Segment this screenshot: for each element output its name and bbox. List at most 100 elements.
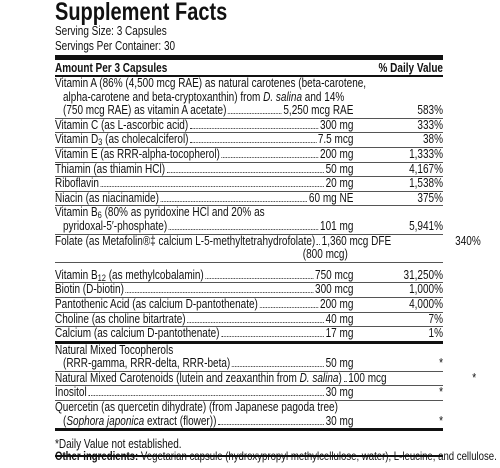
leader: [259, 306, 319, 308]
name-text: Niacin (as niacinamide): [55, 190, 159, 205]
footnote: *Daily Value not established.: [55, 431, 443, 458]
title: Supplement Facts: [55, 0, 228, 26]
nutrient-row: Choline (as choline bitartrate) 40 mg 7%: [55, 311, 443, 328]
name-text: (as methylcobalamin): [105, 267, 204, 282]
other-ingredients-label: Other ingredients:: [55, 449, 139, 463]
daily-value: 1%: [428, 326, 443, 341]
italic-text: D. salina: [263, 89, 303, 104]
amount: 1,360 mcg DFE: [321, 233, 392, 248]
name-text: pyridoxal-5′-phosphate): [63, 218, 168, 233]
daily-value: 583%: [417, 103, 443, 118]
row-line: Thiamin (as thiamin HCl) 50 mg 4,167%: [55, 161, 443, 177]
daily-value: 5,941%: [409, 218, 443, 233]
amount: 40 mg: [325, 311, 354, 326]
row-line: alpha-carotene and beta-cryptoxanthin) f…: [55, 89, 443, 105]
nutrient-name: (Sophora japonica extract (flower)): [63, 413, 216, 429]
leader: [221, 336, 324, 338]
amount: 200 mg: [320, 146, 354, 161]
nutrient-name: Vitamin E (as RRR-alpha-tocopherol): [55, 146, 220, 162]
nutrient-name: Vitamin D3 (as cholecalciferol): [55, 133, 189, 147]
serving-size: Serving Size: 3 Capsules: [55, 24, 167, 38]
nutrient-name: (750 mcg RAE) as vitamin A acetate): [63, 103, 227, 118]
name-text: Pantothenic Acid (as calcium D-pantothen…: [55, 296, 258, 311]
amount: 17 mg: [325, 326, 354, 341]
amount: 300 mcg: [315, 282, 354, 297]
row-line: Vitamin D3 (as cholecalciferol) 7.5 mcg 38…: [55, 133, 443, 147]
daily-value: 1,538%: [409, 176, 443, 191]
daily-value: *: [439, 385, 443, 400]
nutrient-row: Biotin (D-biotin) 300 mcg 1,000%: [55, 283, 443, 298]
leader: [218, 423, 324, 425]
leader: [343, 380, 347, 382]
daily-value-header: % Daily Value: [378, 61, 443, 75]
name-text: Natural Mixed Carotenoids (lutein and ze…: [55, 370, 300, 385]
name-text: ): [338, 370, 342, 385]
leader: [228, 113, 282, 115]
name-text: Vitamin B: [55, 267, 98, 282]
row-line: Vitamin E (as RRR-alpha-tocopherol) 200 m…: [55, 146, 443, 162]
leader: [205, 277, 314, 279]
row-line: Natural Mixed Tocopherols: [55, 342, 443, 358]
name-text: Quercetin (as quercetin dihydrate) (from…: [55, 400, 338, 415]
nutrient-row: Vitamin B12 (as methylcobalamin) 750 mcg 3…: [55, 267, 443, 284]
nutrient-name: Niacin (as niacinamide): [55, 190, 159, 206]
italic-text: Sophora japonica: [66, 413, 145, 428]
row-line: Calcium (as calcium D-pantothenate) 17 mg…: [55, 326, 443, 341]
name-text: (: [63, 413, 67, 428]
row-line: Vitamin B12 (as methylcobalamin) 750 mcg 3…: [55, 267, 443, 282]
nutrient-name: Folate (as Metafolin®‡ calcium L-5-methy…: [55, 233, 316, 249]
row-line: (750 mcg RAE) as vitamin A acetate) 5,250…: [55, 103, 443, 118]
amount: 30 mg: [325, 385, 354, 400]
name-text: Biotin (D-biotin): [55, 282, 124, 297]
amount: 50 mg: [325, 161, 354, 176]
nutrient-row: Vitamin E (as RRR-alpha-tocopherol) 200 m…: [55, 146, 443, 163]
name-text: Vitamin A (86% (4,500 mcg RAE) as natura…: [55, 76, 367, 90]
daily-value: 7%: [428, 311, 443, 326]
amount: 750 mcg: [315, 267, 354, 282]
daily-value: 340%: [455, 233, 481, 248]
supplement-facts-label: Supplement Facts Serving Size: 3 Capsule…: [55, 0, 481, 458]
leader: [166, 171, 324, 173]
daily-value: *: [439, 413, 443, 428]
amount: 60 mg NE: [308, 190, 354, 205]
amount: 7.5 mcg: [317, 132, 354, 147]
nutrient-row: Natural Mixed Tocopherols (RRR-gamma, RRR…: [55, 342, 443, 372]
leader: [168, 228, 319, 230]
daily-value: 38%: [422, 132, 443, 147]
nutrient-name: Thiamin (as thiamin HCl): [55, 162, 165, 177]
name-text: Natural Mixed Tocopherols: [55, 342, 174, 357]
name-text: Vitamin D: [55, 132, 99, 147]
nutrient-name: Vitamin C (as L-ascorbic acid): [55, 118, 188, 133]
nutrient-row: Riboflavin 20 mg 1,538%: [55, 176, 443, 192]
daily-value: *: [439, 356, 443, 371]
row-line: Pantothenic Acid (as calcium D-pantothen…: [55, 296, 443, 312]
name-text: Riboflavin: [55, 176, 99, 191]
leader: [231, 366, 324, 368]
table-section: Natural Mixed Tocopherols (RRR-gamma, RRR…: [55, 342, 476, 432]
leader: [189, 127, 319, 129]
row-line: Choline (as choline bitartrate) 40 mg 7%: [55, 311, 443, 327]
daily-value: 31,250%: [403, 267, 443, 282]
daily-value: 1,000%: [409, 282, 443, 297]
name-text: Folate (as Metafolin®‡ calcium L-5-methy…: [55, 233, 316, 248]
daily-value: 375%: [417, 190, 443, 205]
subscript: 3: [98, 137, 103, 148]
name-text: (as cholecalciferol): [102, 132, 189, 147]
daily-value: 4,167%: [409, 161, 443, 176]
nutrient-row: Thiamin (as thiamin HCl) 50 mg 4,167%: [55, 161, 443, 178]
daily-value: 4,000%: [409, 296, 443, 311]
name-text: Vitamin E (as RRR-alpha-tocopherol): [55, 146, 220, 161]
row-line: Vitamin A (86% (4,500 mcg RAE) as natura…: [55, 76, 443, 91]
nutrient-row: Vitamin B6 (80% as pyridoxine HCl and 20…: [55, 206, 443, 235]
nutrient-row: Calcium (as calcium D-pantothenate) 17 mg…: [55, 326, 443, 341]
nutrient-name: (RRR-gamma, RRR-delta, RRR-beta): [63, 356, 230, 371]
rule: [55, 55, 443, 60]
name-text: (750 mcg RAE) as vitamin A acetate): [63, 103, 227, 118]
amount: 20 mg: [325, 176, 354, 191]
leader: [160, 200, 308, 202]
row-line: (RRR-gamma, RRR-delta, RRR-beta) 50 mg *: [55, 356, 443, 371]
name-text: alpha-carotene and beta-cryptoxanthin) f…: [63, 89, 264, 104]
name-text: Inositol: [55, 385, 87, 400]
nutrient-name: Riboflavin: [55, 176, 99, 191]
